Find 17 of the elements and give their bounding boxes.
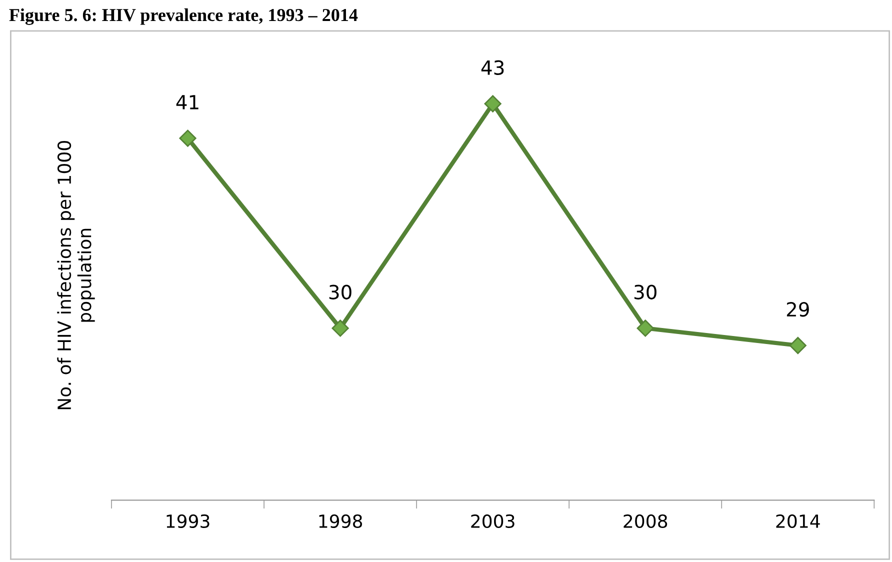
data-label: 29 — [786, 302, 809, 317]
point — [636, 320, 654, 337]
data-label: 43 — [481, 60, 504, 75]
y-axis-title: No. of HIV infections per 1000 population — [57, 141, 95, 410]
x-tick-label: 1993 — [166, 514, 210, 528]
point — [332, 320, 349, 337]
x-tick-label: 2008 — [624, 514, 668, 528]
x-tick-label: 2003 — [471, 514, 514, 528]
x-tick-label: 1998 — [319, 514, 362, 528]
x-tick-label: 2014 — [776, 514, 820, 528]
point — [179, 130, 196, 147]
point — [789, 336, 806, 354]
point — [484, 95, 502, 112]
data-label: 30 — [634, 284, 656, 300]
chart-title: Figure 5. 6: HIV prevalence rate, 1993 – 2014 — [9, 8, 358, 25]
data-label: 41 — [176, 95, 198, 110]
data-label: 30 — [329, 284, 352, 300]
